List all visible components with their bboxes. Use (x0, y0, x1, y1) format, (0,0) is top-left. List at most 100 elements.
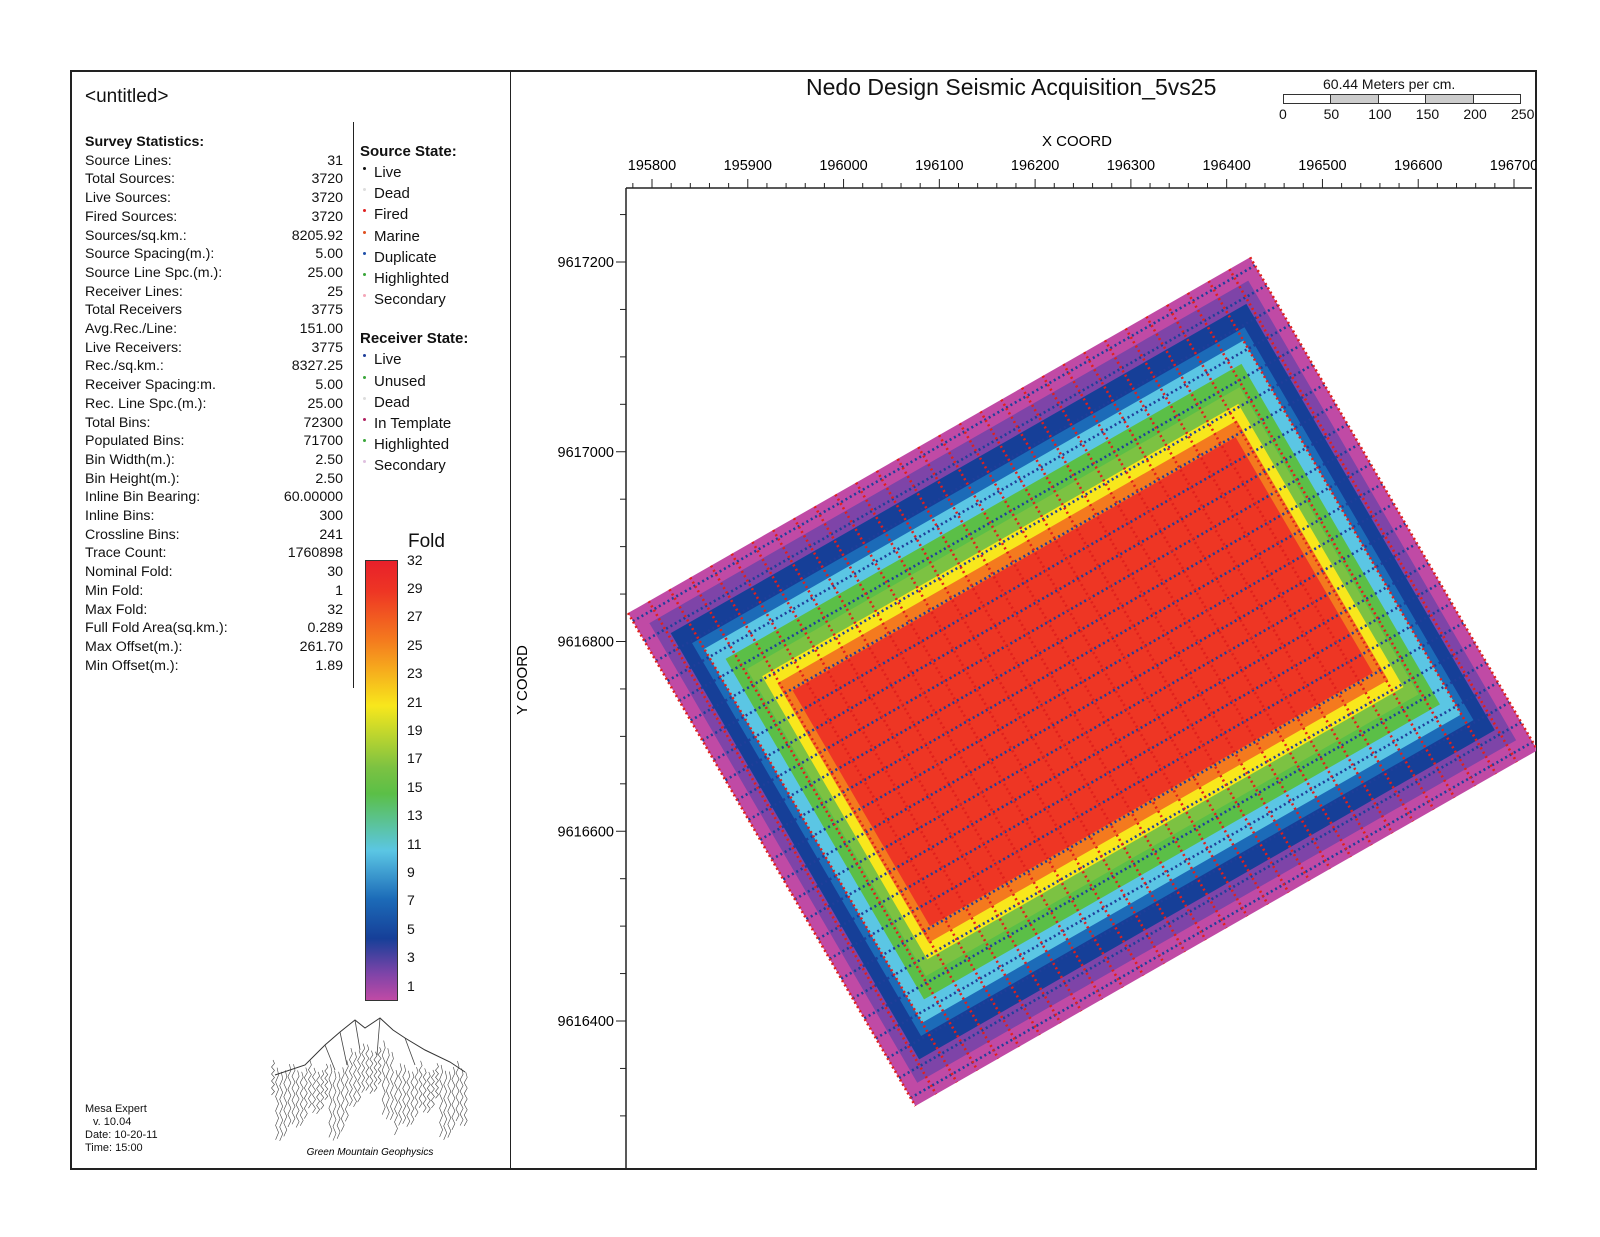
stat-label: Source Lines: (85, 152, 172, 169)
stat-row: Total Bins: 72300 (85, 414, 343, 433)
stat-value: 72300 (303, 414, 343, 431)
state-dot-icon (363, 188, 366, 192)
x-axis-label: X COORD (1042, 133, 1112, 150)
scale-tick-label: 250 (1511, 106, 1535, 122)
y-tick-label: 9617200 (558, 255, 614, 271)
stat-row: Source Spacing(m.): 5.00 (85, 245, 343, 264)
scale-tick-label: 50 (1323, 106, 1340, 122)
stat-row: Inline Bin Bearing: 60.00000 (85, 488, 343, 507)
stat-value: 241 (319, 526, 343, 543)
source-line (1186, 292, 1477, 787)
stat-row: Nominal Fold: 30 (85, 563, 343, 582)
stat-value: 3775 (311, 302, 343, 319)
software-footer: Mesa Expert v. 10.04 Date: 10-20-11 Time… (85, 1103, 158, 1155)
source-line (772, 529, 1062, 1024)
software-version: v. 10.04 (93, 1116, 132, 1128)
stat-label: Live Sources: (85, 190, 171, 207)
legend-label: Dead (374, 393, 410, 411)
stat-label: Populated Bins: (85, 433, 185, 450)
fold-tick-label: 7 (407, 892, 415, 909)
stat-label: Max Offset(m.): (85, 638, 183, 655)
source-line (668, 588, 958, 1083)
panel-divider (510, 72, 511, 1168)
x-tick-label: 196500 (1298, 158, 1346, 174)
fold-tick-label: 3 (407, 949, 415, 966)
fold-tick-label: 13 (407, 807, 423, 824)
stat-label: Live Receivers: (85, 339, 182, 356)
stat-value: 5.00 (315, 246, 343, 263)
source-line (1207, 280, 1498, 775)
stat-row: Trace Count: 1760898 (85, 544, 343, 563)
stat-label: Source Spacing(m.): (85, 246, 215, 263)
state-dot-icon (363, 209, 366, 213)
stat-label: Crossline Bins: (85, 526, 180, 543)
legend-label: Live (374, 164, 402, 181)
state-dot-icon (363, 375, 366, 379)
stat-value: 31 (327, 152, 343, 169)
state-dot-icon (363, 230, 366, 234)
stat-label: Source Line Spc.(m.): (85, 264, 223, 281)
legend-label: Live (374, 351, 402, 369)
stat-row: Bin Height(m.): 2.50 (85, 470, 343, 489)
legend-label: Dead (374, 185, 410, 203)
page-frame (70, 70, 1537, 1170)
source-line (1020, 387, 1311, 882)
receiver-state-item: In Template (360, 413, 468, 434)
state-dot-icon (363, 354, 366, 358)
source-line (1145, 315, 1435, 811)
stat-row: Full Fold Area(sq.km.): 0.289 (85, 619, 343, 638)
stats-header: Survey Statistics: (85, 134, 205, 150)
stat-label: Inline Bins: (85, 508, 155, 525)
source-line (1166, 304, 1456, 799)
stat-label: Nominal Fold: (85, 564, 173, 581)
source-line (917, 446, 1207, 941)
stat-row: Min Offset(m.): 1.89 (85, 657, 343, 676)
legend-label: Duplicate (374, 248, 437, 266)
stat-label: Total Receivers (85, 302, 182, 319)
stat-row: Live Sources: 3720 (85, 189, 343, 208)
source-line (1103, 339, 1394, 834)
stat-row: Rec. Line Spc.(m.): 25.00 (85, 395, 343, 414)
stat-row: Min Fold: 1 (85, 582, 343, 601)
source-line (647, 600, 938, 1095)
document-title: <untitled> (85, 86, 169, 107)
source-line (709, 564, 1000, 1060)
source-line (689, 576, 979, 1072)
stat-value: 30 (327, 564, 343, 581)
receiver-state-item: Highlighted (360, 434, 468, 455)
stat-value: 0.289 (307, 620, 343, 637)
x-tick-label: 196700 (1490, 158, 1536, 174)
source-line (1124, 327, 1415, 823)
source-state-item: Fired (360, 204, 468, 225)
legend-label: In Template (374, 415, 452, 433)
state-legends: Source State: Live Dead Fired Marine Duplica… (360, 143, 468, 477)
stat-row: Populated Bins: 71700 (85, 432, 343, 451)
source-state-header: Source State: (360, 143, 457, 160)
x-tick-label: 196600 (1394, 158, 1442, 174)
fold-tick-label: 11 (407, 835, 422, 852)
state-dot-icon (363, 396, 366, 400)
stat-label: Fired Sources: (85, 208, 178, 225)
source-line (730, 553, 1021, 1048)
footer-time: Time: 15:00 (85, 1142, 143, 1154)
fold-tick-label: 21 (407, 693, 423, 710)
logo-caption: Green Mountain Geophysics (307, 1147, 434, 1158)
source-line (875, 470, 1166, 965)
fold-tick-label: 23 (407, 665, 423, 682)
x-tick-label: 196000 (819, 158, 867, 174)
stat-row: Total Receivers 3775 (85, 301, 343, 320)
source-state-item: Duplicate (360, 247, 468, 268)
stat-value: 60.00000 (283, 489, 343, 506)
legend-label: Secondary (374, 291, 446, 309)
state-dot-icon (363, 460, 366, 464)
y-tick-label: 9616600 (558, 824, 614, 840)
source-line (834, 493, 1124, 989)
source-line (979, 410, 1270, 906)
stat-value: 3720 (311, 190, 343, 207)
stat-row: Bin Width(m.): 2.50 (85, 451, 343, 470)
stat-row: Source Lines: 31 (85, 152, 343, 171)
fold-tick-label: 27 (407, 608, 423, 625)
stat-row: Sources/sq.km.: 8205.92 (85, 227, 343, 246)
stat-row: Avg.Rec./Line: 151.00 (85, 320, 343, 339)
fold-tick-label: 29 (407, 580, 423, 596)
